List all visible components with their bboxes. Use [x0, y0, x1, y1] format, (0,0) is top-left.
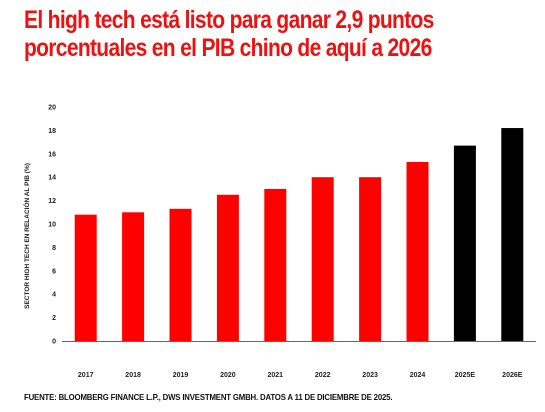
x-tick-label: 2024 [410, 372, 426, 379]
x-tick-label: 2026E [502, 372, 523, 379]
chart-title: El high tech está listo para ganar 2,9 p… [24, 6, 457, 62]
y-axis-label: SECTOR HIGH TECH EN RELACIÓN AL PIB (%) [22, 163, 31, 309]
x-tick-label: 2020 [220, 372, 236, 379]
y-tick-label: 0 [52, 339, 56, 346]
x-tick-label: 2017 [78, 372, 94, 379]
y-tick-label: 10 [48, 222, 56, 229]
y-tick-label: 16 [48, 151, 56, 158]
bar-2019 [169, 208, 192, 341]
x-tick-label: 2019 [173, 372, 189, 379]
x-tick-label: 2021 [268, 372, 284, 379]
y-tick-label: 20 [48, 105, 56, 112]
y-axis: 0 2 4 6 8 10 12 14 16 18 20 [48, 105, 56, 346]
x-axis: 2017 2018 2019 2020 2021 2022 2023 2024 2025E 202… [78, 372, 523, 379]
title-line-1: El high tech está listo para ganar 2,9 p… [24, 6, 434, 34]
bar-2026e [501, 128, 524, 341]
title-line-2: porcentuales en el PIB chino de aquí a 2… [24, 34, 432, 62]
bars [74, 128, 524, 341]
source-note: FUENTE: BLOOMBERG FINANCE L.P., DWS INVE… [24, 392, 393, 402]
bar-2018 [122, 212, 145, 341]
bar-2025e [453, 145, 476, 341]
x-tick-label: 2023 [362, 372, 378, 379]
y-tick-label: 8 [52, 245, 56, 252]
y-tick-label: 12 [48, 198, 56, 205]
bar-2020 [216, 194, 239, 341]
x-tick-label: 2018 [125, 372, 141, 379]
x-tick-label: 2025E [455, 372, 476, 379]
bar-2021 [264, 188, 287, 341]
bar-2024 [406, 161, 429, 341]
x-tick-label: 2022 [315, 372, 331, 379]
bar-2023 [359, 177, 382, 341]
y-tick-label: 4 [52, 292, 56, 299]
y-tick-label: 18 [48, 128, 56, 135]
bar-2017 [74, 214, 97, 341]
y-tick-label: 2 [52, 315, 56, 322]
y-tick-label: 6 [52, 268, 56, 275]
y-tick-label: 14 [48, 175, 56, 182]
bar-2022 [311, 177, 334, 341]
